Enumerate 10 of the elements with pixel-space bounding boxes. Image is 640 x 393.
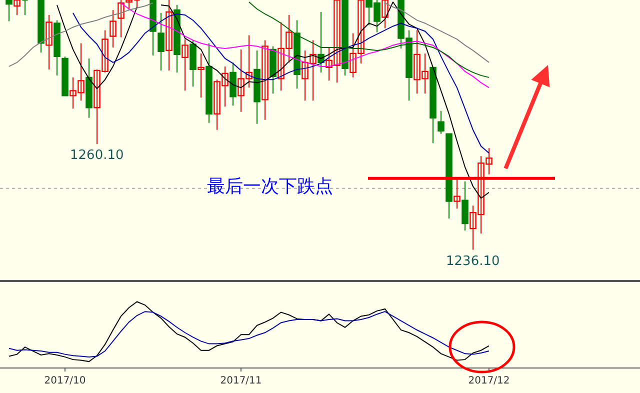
x-tick-label: 2017/12 — [468, 375, 510, 386]
candlestick — [182, 38, 188, 92]
annotation: 1260.10 — [70, 148, 124, 163]
annotation: 最后一次下跌点 — [207, 176, 333, 197]
x-tick-label: 2017/11 — [220, 375, 262, 386]
annotation: 1236.10 — [446, 254, 500, 269]
x-tick-label: 2017/10 — [44, 375, 86, 386]
candlestick — [110, 9, 116, 48]
candlestick — [22, 0, 28, 16]
candlestick — [6, 0, 12, 22]
